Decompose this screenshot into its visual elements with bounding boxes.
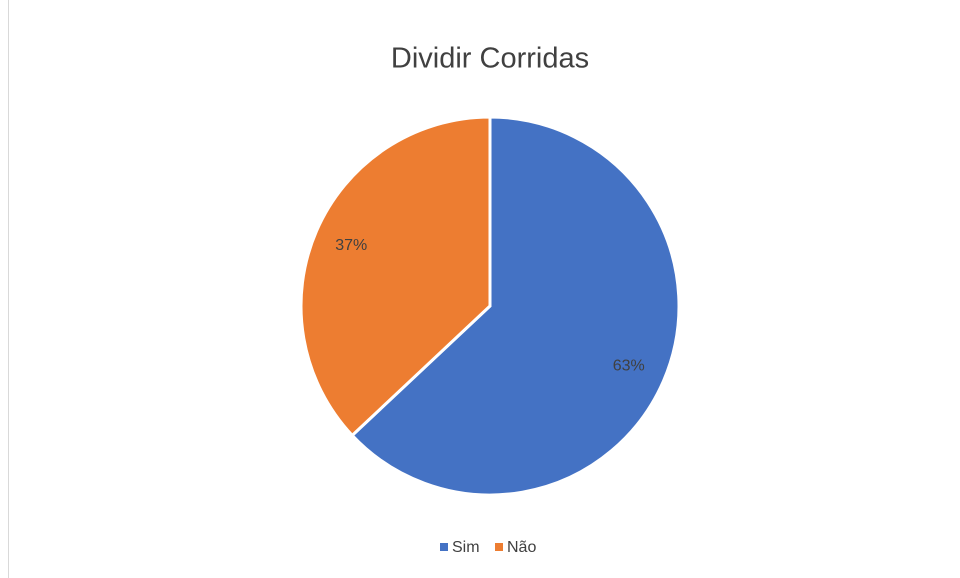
data-label: 37% bbox=[335, 237, 367, 254]
chart-title: Dividir Corridas bbox=[391, 43, 589, 75]
legend-label: Não bbox=[507, 539, 536, 556]
legend-swatch bbox=[440, 543, 448, 551]
legend-label: Sim bbox=[452, 539, 480, 556]
pie-slice bbox=[299, 115, 492, 438]
pie-slice bbox=[350, 115, 681, 497]
data-label: 63% bbox=[613, 357, 645, 374]
legend-swatch bbox=[495, 543, 503, 551]
